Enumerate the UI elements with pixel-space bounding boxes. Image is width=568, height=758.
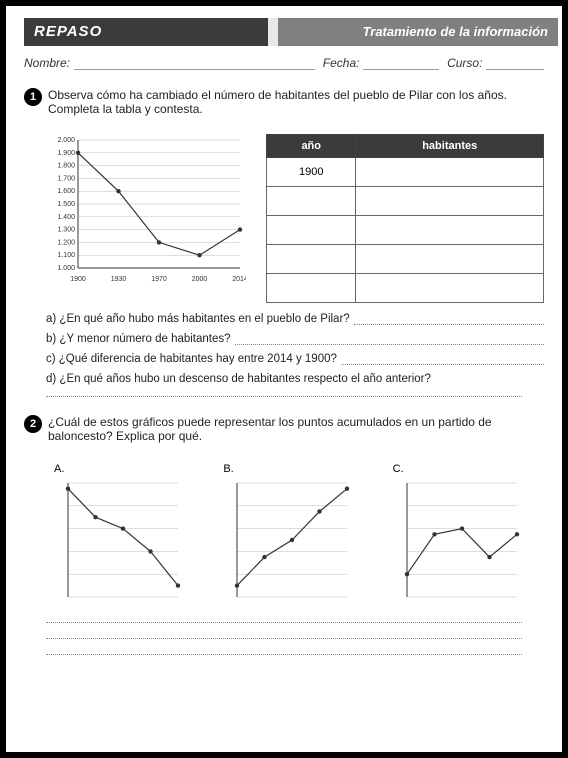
table-cell[interactable] — [356, 216, 544, 245]
date-input-line[interactable] — [363, 69, 439, 70]
svg-text:1.700: 1.700 — [57, 175, 75, 182]
svg-text:1970: 1970 — [151, 276, 167, 283]
info-row: Nombre: Fecha: Curso: — [24, 56, 544, 70]
question-2: 2 ¿Cuál de estos gráficos puede represen… — [24, 415, 544, 453]
svg-text:1.400: 1.400 — [57, 214, 75, 221]
svg-text:1.900: 1.900 — [57, 150, 75, 157]
name-input-line[interactable] — [74, 69, 315, 70]
table-row — [267, 245, 544, 274]
table-cell[interactable] — [267, 216, 356, 245]
q1-content: 1.000 1.100 1.200 1.300 1.400 1.500 1.600 1.700… — [46, 134, 544, 303]
q1-sub-b: b) ¿Y menor número de habitantes? — [46, 333, 544, 345]
header-bar: REPASO Tratamiento de la información — [24, 18, 544, 46]
header-title-right: Tratamiento de la información — [278, 18, 558, 46]
q2-chart-c: C. — [393, 463, 544, 607]
course-label: Curso: — [447, 56, 482, 70]
table-cell[interactable] — [267, 187, 356, 216]
svg-text:2000: 2000 — [192, 276, 208, 283]
header-title-left: REPASO — [24, 18, 268, 46]
table-cell[interactable] — [356, 158, 544, 187]
name-field: Nombre: — [24, 56, 315, 70]
q2-chart-b-svg — [223, 477, 353, 607]
table-cell[interactable] — [356, 245, 544, 274]
q1-th-year: año — [267, 135, 356, 158]
answer-line[interactable] — [46, 621, 522, 623]
q2-chart-a-svg — [54, 477, 184, 607]
header-gap — [268, 18, 278, 46]
course-input-line[interactable] — [486, 69, 544, 70]
answer-line[interactable] — [46, 653, 522, 655]
q1-number: 1 — [24, 88, 42, 106]
answer-line[interactable] — [46, 395, 522, 397]
q2-charts-row: A. B. C. — [54, 463, 544, 607]
svg-text:2014: 2014 — [232, 276, 246, 283]
table-row — [267, 216, 544, 245]
svg-text:2.000: 2.000 — [57, 137, 75, 144]
answer-line[interactable] — [235, 333, 544, 345]
q2-label-a: A. — [54, 463, 205, 475]
svg-text:1.600: 1.600 — [57, 188, 75, 195]
question-1: 1 Observa cómo ha cambiado el número de … — [24, 88, 544, 126]
answer-line[interactable] — [341, 353, 544, 365]
table-row — [267, 187, 544, 216]
q1-chart-svg: 1.000 1.100 1.200 1.300 1.400 1.500 1.600 1.700… — [46, 134, 246, 284]
svg-text:1900: 1900 — [70, 276, 86, 283]
q1-chart: 1.000 1.100 1.200 1.300 1.400 1.500 1.600 1.700… — [46, 134, 246, 284]
q1-sub-d: d) ¿En qué años hubo un descenso de habi… — [46, 373, 544, 385]
q2-label-b: B. — [223, 463, 374, 475]
q1-sub-a: a) ¿En qué año hubo más habitantes en el… — [46, 313, 544, 325]
worksheet-page: REPASO Tratamiento de la información Nom… — [0, 0, 568, 758]
q1-table: año habitantes 1900 — [266, 134, 544, 303]
course-field: Curso: — [447, 56, 544, 70]
table-row: 1900 — [267, 158, 544, 187]
table-cell[interactable]: 1900 — [267, 158, 356, 187]
svg-text:1930: 1930 — [111, 276, 127, 283]
q2-text: ¿Cuál de estos gráficos puede representa… — [48, 415, 544, 443]
table-cell[interactable] — [267, 274, 356, 303]
q2-chart-c-svg — [393, 477, 523, 607]
date-label: Fecha: — [323, 56, 360, 70]
date-field: Fecha: — [323, 56, 439, 70]
svg-text:1.300: 1.300 — [57, 227, 75, 234]
q2-chart-b: B. — [223, 463, 374, 607]
answer-line[interactable] — [354, 313, 544, 325]
table-row — [267, 274, 544, 303]
q1-th-hab: habitantes — [356, 135, 544, 158]
q2-chart-a: A. — [54, 463, 205, 607]
name-label: Nombre: — [24, 56, 70, 70]
svg-text:1.800: 1.800 — [57, 163, 75, 170]
table-cell[interactable] — [267, 245, 356, 274]
table-cell[interactable] — [356, 187, 544, 216]
svg-text:1.500: 1.500 — [57, 201, 75, 208]
table-cell[interactable] — [356, 274, 544, 303]
svg-text:1.100: 1.100 — [57, 252, 75, 259]
q1-sub-c: c) ¿Qué diferencia de habitantes hay ent… — [46, 353, 544, 365]
q1-text: Observa cómo ha cambiado el número de ha… — [48, 88, 544, 116]
svg-text:1.200: 1.200 — [57, 239, 75, 246]
q2-label-c: C. — [393, 463, 544, 475]
svg-text:1.000: 1.000 — [57, 265, 75, 272]
q2-number: 2 — [24, 415, 42, 433]
answer-line[interactable] — [46, 637, 522, 639]
